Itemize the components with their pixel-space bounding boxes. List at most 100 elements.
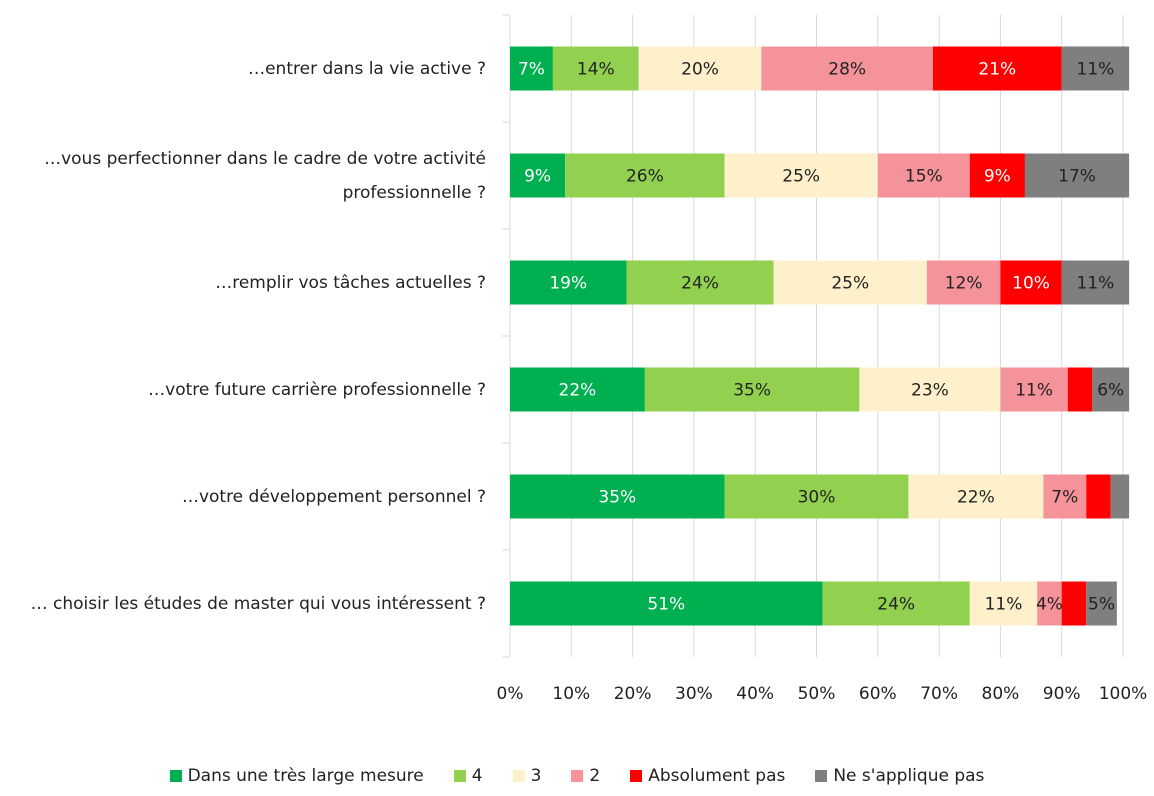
bar-segment — [1086, 474, 1111, 519]
bar-segment — [1037, 581, 1062, 626]
bar-segment — [761, 46, 933, 91]
bar-segment — [1000, 367, 1068, 412]
bar-segment — [1086, 581, 1117, 626]
bar-segment — [1043, 474, 1087, 519]
data-label: 24% — [877, 595, 915, 615]
bar-segment — [926, 260, 1001, 305]
data-label: 11% — [1077, 60, 1115, 80]
category-label: … choisir les études de master qui vous … — [30, 593, 486, 614]
x-tick-label: 60% — [859, 684, 897, 704]
legend-label: Ne s'applique pas — [833, 766, 985, 786]
data-label: 11% — [1077, 274, 1115, 294]
bar-segment — [1024, 153, 1130, 198]
data-label: 7% — [1051, 488, 1078, 508]
legend: Dans une très large mesure 4 3 2 Absolument … — [0, 766, 1154, 786]
x-tick-label: 90% — [1043, 684, 1081, 704]
bar-segment — [510, 260, 627, 305]
data-label: 28% — [828, 60, 866, 80]
bar-segment — [565, 153, 725, 198]
data-label: 10% — [1012, 274, 1050, 294]
data-label: 12% — [945, 274, 983, 294]
x-tick-label: 0% — [497, 684, 524, 704]
bar-segment — [638, 46, 762, 91]
bar-segment — [1061, 581, 1087, 626]
legend-label: 4 — [471, 766, 483, 786]
data-label: 9% — [984, 167, 1011, 187]
data-label: 17% — [1058, 167, 1096, 187]
category-label: …votre future carrière professionnelle ? — [148, 379, 486, 400]
bar-segment — [724, 474, 909, 519]
x-tick-label: 40% — [736, 684, 774, 704]
legend-item: 3 — [512, 766, 542, 786]
bar-segment — [1067, 367, 1093, 412]
legend-swatch — [571, 770, 584, 782]
bar-segment — [510, 474, 725, 519]
category-label: …vous perfectionner dans le cadre de vot… — [44, 148, 486, 203]
bar-segment — [552, 46, 639, 91]
bar-segment — [877, 153, 970, 198]
legend-label: Dans une très large mesure — [187, 766, 424, 786]
data-label: 11% — [985, 595, 1023, 615]
bar-segment — [969, 153, 1025, 198]
data-label: 35% — [733, 381, 771, 401]
legend-swatch — [815, 770, 828, 782]
bar-segment — [1061, 260, 1130, 305]
data-label: 24% — [681, 274, 719, 294]
bar-segment — [626, 260, 774, 305]
bar-segment — [1110, 474, 1130, 519]
data-label: 35% — [598, 488, 636, 508]
bar-segment — [1000, 260, 1062, 305]
legend-item: 4 — [453, 766, 483, 786]
x-tick-label: 80% — [982, 684, 1020, 704]
category-label: …remplir vos tâches actuelles ? — [215, 272, 486, 293]
bar-segment — [908, 474, 1044, 519]
bar-segment — [510, 581, 823, 626]
legend-swatch — [453, 770, 466, 782]
bar-segment — [510, 367, 645, 412]
x-tick-label: 70% — [920, 684, 958, 704]
data-label: 21% — [978, 60, 1016, 80]
bar-segment — [969, 581, 1038, 626]
x-tick-label: 100% — [1099, 684, 1148, 704]
legend-item: 2 — [571, 766, 600, 786]
legend-swatch — [512, 770, 525, 782]
bar-segment — [822, 581, 970, 626]
data-label: 9% — [524, 167, 551, 187]
data-label: 15% — [905, 167, 943, 187]
data-label: 19% — [549, 274, 587, 294]
legend-item: Ne s'applique pas — [815, 766, 984, 786]
data-label: 22% — [957, 488, 995, 508]
category-label: …votre développement personnel ? — [181, 486, 486, 507]
bar-segment — [510, 153, 566, 198]
legend-swatch — [630, 770, 643, 782]
bar-segment — [510, 46, 553, 91]
data-label: 25% — [831, 274, 869, 294]
bar-segment — [859, 367, 1001, 412]
data-label: 7% — [518, 60, 545, 80]
data-label: 22% — [559, 381, 597, 401]
x-tick-label: 30% — [675, 684, 713, 704]
bar-segment — [773, 260, 927, 305]
legend-label: 3 — [530, 766, 542, 786]
x-tick-label: 10% — [552, 684, 590, 704]
bar-segment — [932, 46, 1062, 91]
bar-segment — [724, 153, 878, 198]
data-label: 26% — [626, 167, 664, 187]
data-label: 23% — [911, 381, 949, 401]
legend-item: Dans une très large mesure — [169, 766, 424, 786]
data-label: 20% — [681, 60, 719, 80]
x-tick-label: 50% — [798, 684, 836, 704]
legend-label: 2 — [589, 766, 601, 786]
category-label: …entrer dans la vie active ? — [248, 58, 486, 79]
data-label: 25% — [782, 167, 820, 187]
bar-segment — [1092, 367, 1130, 412]
legend-label: Absolument pas — [648, 766, 786, 786]
data-label: 30% — [798, 488, 836, 508]
bar-segment — [1061, 46, 1130, 91]
x-tick-label: 20% — [614, 684, 652, 704]
data-label: 11% — [1015, 381, 1053, 401]
data-label: 6% — [1097, 381, 1124, 401]
data-label: 4% — [1036, 595, 1063, 615]
